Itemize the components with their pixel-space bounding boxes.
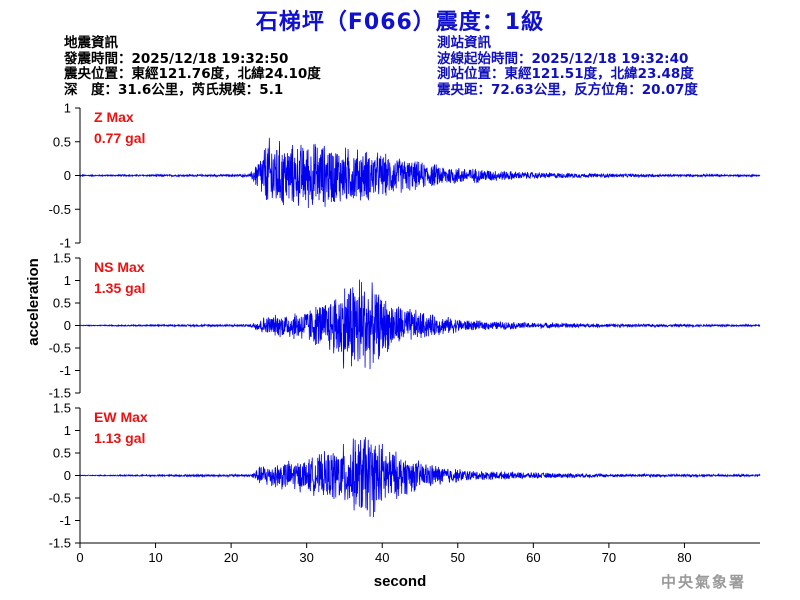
- panel-max-label: 1.35 gal: [94, 280, 145, 296]
- panel-z-max: -1 -0.5 0 0.5 1 Z Max 0.77 gal: [49, 101, 761, 251]
- station-info-block: 測站資訊 波線起始時間：2025/12/18 19:32:40 測站位置：東經121…: [437, 35, 698, 98]
- panel-name-label: NS Max: [94, 259, 145, 275]
- y-tick-label: 0: [64, 318, 71, 333]
- x-tick-label: 10: [148, 550, 162, 565]
- y-tick-label: -1: [59, 363, 71, 378]
- y-tick-label: -1: [59, 513, 71, 528]
- panel-ew-max: -1.5 -1 -0.5 0 0.5 1 1.5 EW Max 1.13 gal: [49, 401, 761, 551]
- y-tick-label: -0.5: [49, 341, 71, 356]
- waveform-trace: [79, 279, 761, 370]
- y-tick-label: 0: [64, 168, 71, 183]
- earthquake-info-heading: 地震資訊: [64, 35, 118, 51]
- panel-max-label: 1.13 gal: [94, 430, 145, 446]
- panel-name-label: Z Max: [94, 109, 134, 125]
- station-location-text: 測站位置：東經121.51度，北緯23.48度: [437, 66, 694, 82]
- cwa-watermark: 中央氣象署: [660, 573, 746, 591]
- y-tick-label: -0.5: [49, 202, 71, 217]
- y-tick-label: 0.5: [53, 296, 71, 311]
- x-axis: 0 10 20 30 40 50 60 70 80 second: [76, 542, 760, 590]
- earthquake-info-block: 地震資訊 發震時間：2025/12/18 19:32:50 震央位置：東經121.7…: [64, 35, 321, 98]
- epicenter-text: 震央位置：東經121.76度，北緯24.10度: [64, 66, 321, 82]
- panel-ns-max: -1.5 -1 -0.5 0 0.5 1 1.5 NS Max 1.35 gal: [49, 251, 761, 401]
- wave-start-text: 波線起始時間：2025/12/18 19:32:40: [437, 50, 689, 67]
- x-tick-label: 80: [677, 550, 691, 565]
- y-tick-label: 0.5: [53, 134, 71, 149]
- y-tick-label: 1.5: [53, 251, 71, 266]
- panel-max-label: 0.77 gal: [94, 130, 145, 146]
- y-tick-label: 1: [64, 423, 71, 438]
- waveform-trace: [79, 436, 761, 518]
- y-tick-label: 1.5: [53, 401, 71, 416]
- y-tick-label: 0: [64, 468, 71, 483]
- page-title: 石梯坪（F066）震度：1級: [255, 10, 545, 35]
- y-tick-label: -1: [59, 236, 71, 251]
- depth-magnitude-text: 深 度：31.6公里，芮氏規模：5.1: [64, 81, 284, 98]
- x-tick-label: 50: [451, 550, 465, 565]
- y-tick-label: -1.5: [49, 536, 71, 551]
- station-info-heading: 測站資訊: [437, 35, 491, 51]
- y-tick-label: 1: [64, 101, 71, 116]
- x-tick-label: 20: [224, 550, 238, 565]
- x-tick-label: 0: [76, 550, 83, 565]
- x-axis-label: second: [374, 573, 427, 590]
- x-tick-label: 30: [299, 550, 313, 565]
- y-tick-label: -1.5: [49, 386, 71, 401]
- y-axis-label: acceleration: [25, 258, 42, 346]
- y-tick-label: -0.5: [49, 491, 71, 506]
- y-tick-label: 0.5: [53, 446, 71, 461]
- x-tick-label: 70: [602, 550, 616, 565]
- origin-time-text: 發震時間：2025/12/18 19:32:50: [64, 50, 289, 67]
- panel-name-label: EW Max: [94, 409, 148, 425]
- x-tick-label: 60: [526, 550, 540, 565]
- x-tick-label: 40: [375, 550, 389, 565]
- y-tick-label: 1: [64, 273, 71, 288]
- distance-azimuth-text: 震央距：72.63公里，反方位角：20.07度: [437, 81, 698, 98]
- waveform-trace: [79, 137, 761, 208]
